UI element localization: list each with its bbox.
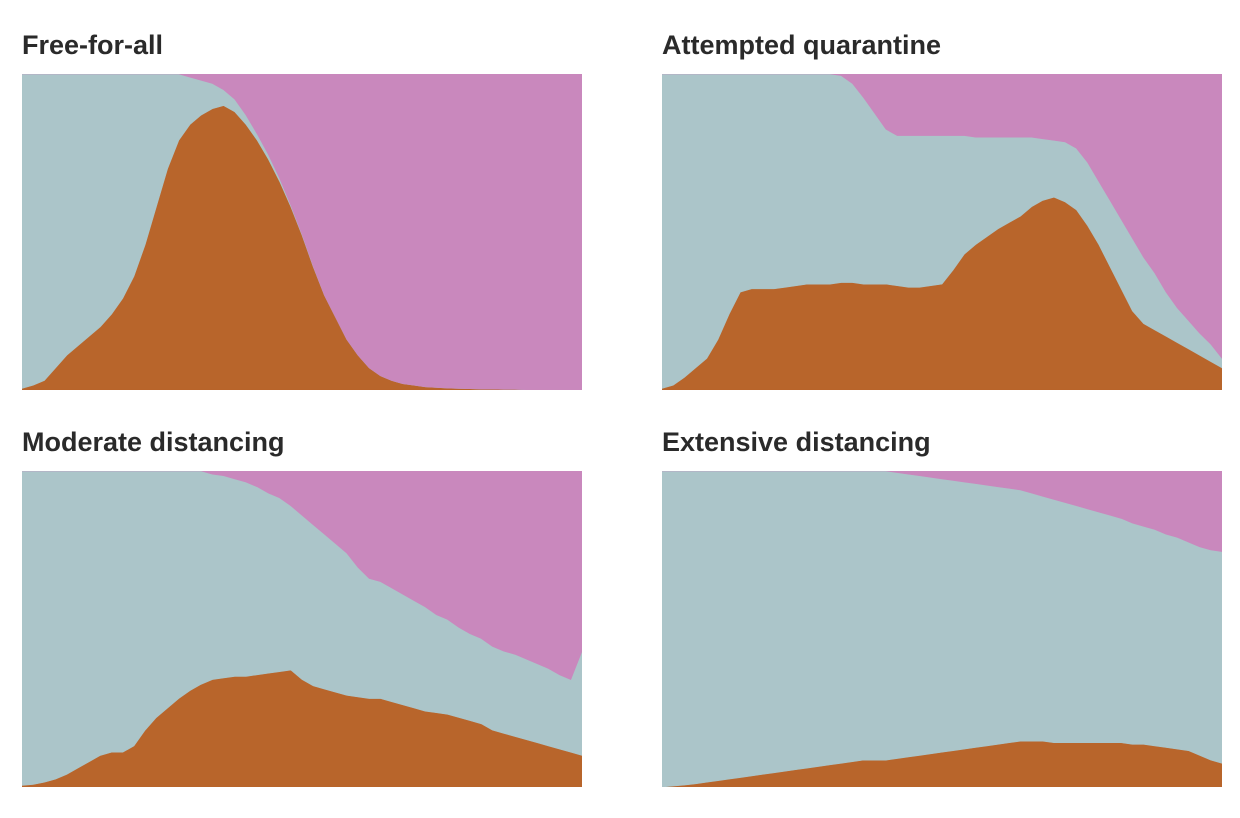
area-chart-attempted-quarantine [662,74,1222,390]
area-recovered [662,74,1222,359]
chart-title: Free-for-all [22,30,164,60]
area-recovered [662,471,1222,552]
chart-title: Attempted quarantine [662,30,942,60]
area-chart-moderate-distancing [22,471,582,787]
area-recovered [22,471,582,680]
chart-title: Moderate distancing [22,427,285,457]
area-recovered [22,74,582,390]
area-chart-extensive-distancing [662,471,1222,787]
area-healthy [662,471,1222,787]
chart-title: Extensive distancing [662,427,931,457]
area-chart-free-for-all [22,74,582,390]
